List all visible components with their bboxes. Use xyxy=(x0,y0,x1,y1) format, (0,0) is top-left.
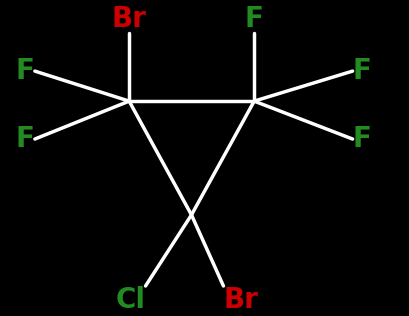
Text: F: F xyxy=(16,125,35,153)
Text: F: F xyxy=(352,57,371,85)
Text: Cl: Cl xyxy=(115,286,145,314)
Text: F: F xyxy=(352,125,371,153)
Text: F: F xyxy=(16,57,35,85)
Text: F: F xyxy=(244,5,263,33)
Text: Br: Br xyxy=(111,5,146,33)
Text: Br: Br xyxy=(223,286,258,314)
